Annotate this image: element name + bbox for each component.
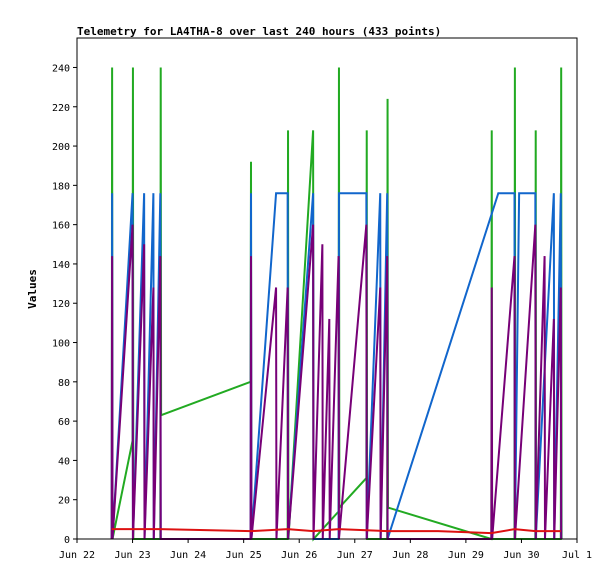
y-tick-label: 120 — [52, 299, 70, 310]
x-tick-label: Jun 29 — [448, 550, 484, 561]
y-tick-label: 160 — [52, 221, 70, 232]
x-tick-label: Jun 26 — [281, 550, 317, 561]
x-tick-label: Jun 30 — [503, 550, 539, 561]
chart-title: Telemetry for LA4THA-8 over last 240 hou… — [77, 25, 441, 38]
series-line-3 — [111, 528, 561, 535]
y-tick-label: 140 — [52, 260, 70, 271]
x-tick-label: Jul 1 — [562, 550, 592, 561]
y-tick-label: 0 — [64, 535, 70, 546]
y-tick-label: 240 — [52, 63, 70, 74]
y-tick-label: 60 — [58, 417, 70, 428]
plot-series — [110, 67, 563, 542]
y-tick-label: 180 — [52, 181, 70, 192]
x-tick-label: Jun 23 — [114, 550, 150, 561]
y-axis: 0 20 40 60 80 100 120 140 160 180 200 220 240 — [52, 63, 77, 546]
y-tick-label: 40 — [58, 456, 70, 467]
y-tick-label: 220 — [52, 103, 70, 114]
y-axis-label: Values — [26, 269, 39, 309]
y-tick-label: 100 — [52, 339, 70, 350]
x-tick-label: Jun 27 — [337, 550, 373, 561]
x-tick-label: Jun 22 — [59, 550, 95, 561]
x-tick-label: Jun 28 — [392, 550, 428, 561]
series-line-1 — [110, 192, 563, 540]
series-line-2 — [110, 224, 563, 540]
y-tick-label: 80 — [58, 378, 70, 389]
y-tick-label: 20 — [58, 496, 70, 507]
x-axis: Jun 22 Jun 23 Jun 24 Jun 25 Jun 26 Jun 27 Jun … — [59, 539, 592, 561]
y-tick-label: 200 — [52, 142, 70, 153]
x-tick-label: Jun 25 — [226, 550, 262, 561]
plot-frame — [76, 37, 578, 540]
x-tick-label: Jun 24 — [170, 550, 206, 561]
